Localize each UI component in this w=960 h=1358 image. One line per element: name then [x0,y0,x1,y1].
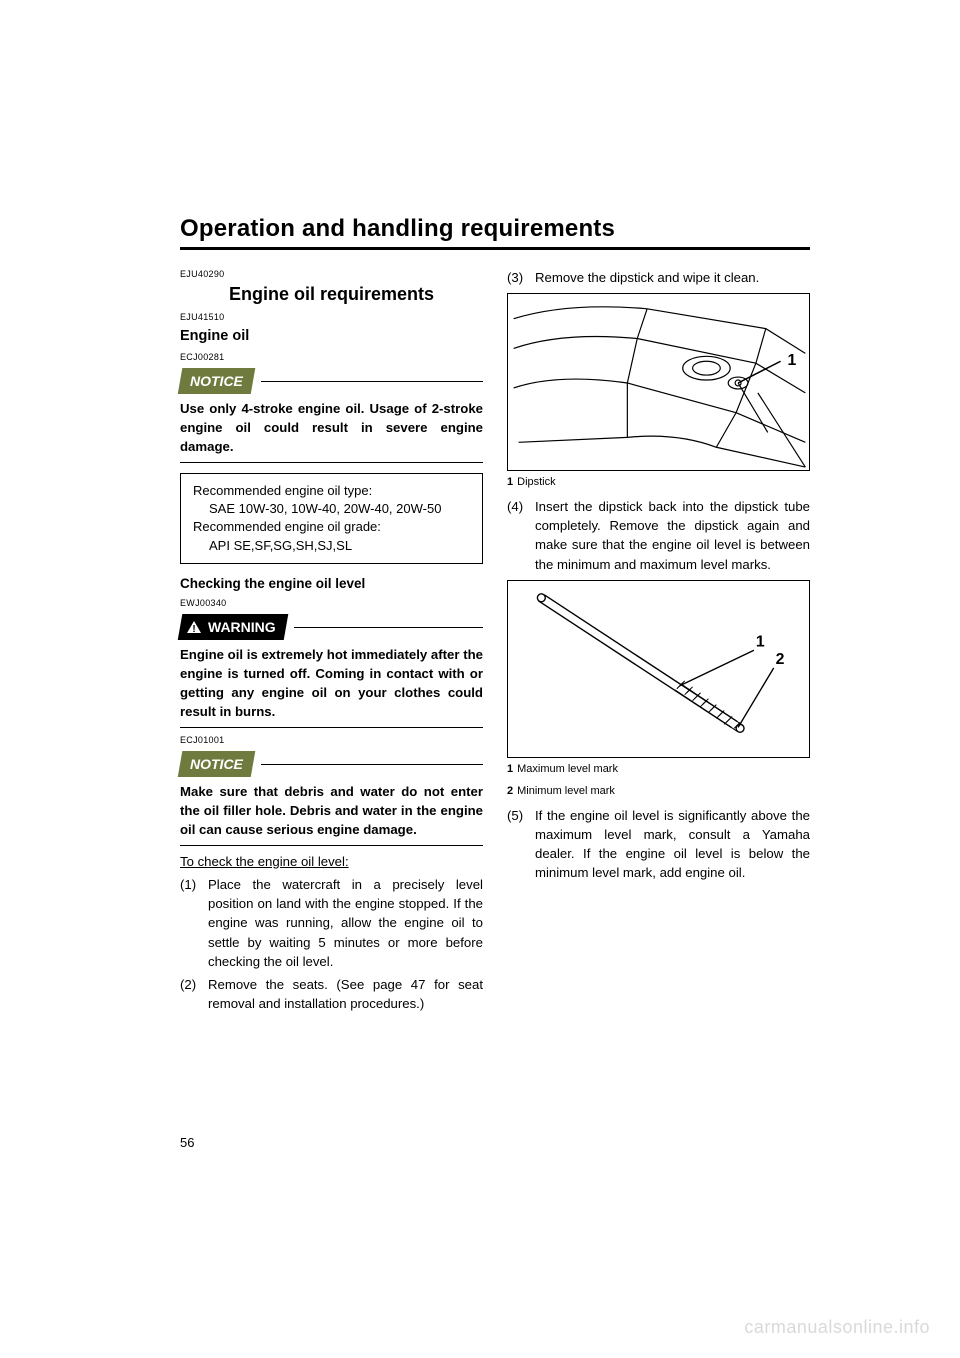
step-list: (4) Insert the dipstick back into the di… [507,497,810,574]
notice-badge: NOTICE [178,368,256,394]
divider [180,462,483,463]
step-item: (4) Insert the dipstick back into the di… [507,497,810,574]
callout-1: 1 [756,633,765,650]
right-column: (3) Remove the dipstick and wipe it clea… [507,264,810,1017]
left-column: EJU40290 Engine oil requirements EJU4151… [180,264,483,1017]
check-heading: Checking the engine oil level [180,574,483,594]
step-item: (1) Place the watercraft in a precisely … [180,875,483,971]
step-list: (3) Remove the dipstick and wipe it clea… [507,268,810,287]
ref-code: EJU40290 [180,268,483,281]
ref-code: ECJ00281 [180,351,483,364]
ref-code: EJU41510 [180,311,483,324]
notice-label-row: NOTICE [180,368,483,394]
step-item: (2) Remove the seats. (See page 47 for s… [180,975,483,1013]
step-text: Remove the seats. (See page 47 for seat … [208,975,483,1013]
step-text: Place the watercraft in a precisely leve… [208,875,483,971]
figure-caption: 1 Maximum level mark [507,762,810,778]
spec-value: SAE 10W-30, 10W-40, 20W-40, 20W-50 [193,500,470,518]
figure-caption: 2 Minimum level mark [507,784,810,800]
chapter-title: Operation and handling requirements [180,215,810,245]
label-rule [261,381,483,382]
dipstick-illustration: 1 [508,294,809,470]
label-rule [294,627,483,628]
warning-icon: ! [186,620,202,634]
ref-code: ECJ01001 [180,734,483,747]
step-item: (5) If the engine oil level is significa… [507,806,810,883]
step-text: If the engine oil level is significantly… [535,806,810,883]
spec-value: API SE,SF,SG,SH,SJ,SL [193,537,470,555]
procedure-intro: To check the engine oil level: [180,852,483,871]
step-list: (5) If the engine oil level is significa… [507,806,810,883]
caption-text: Minimum level mark [517,785,615,797]
step-text: Insert the dipstick back into the dipsti… [535,497,810,574]
callout-1: 1 [788,352,797,369]
section-title: Engine oil requirements [180,281,483,307]
warning-label-text: WARNING [208,617,276,637]
step-number: (1) [180,875,208,971]
callout-2: 2 [776,651,785,668]
divider [180,845,483,846]
spec-line: Recommended engine oil grade: [193,518,470,536]
caption-text: Maximum level mark [517,763,618,775]
notice-text: Make sure that debris and water do not e… [180,782,483,839]
ref-code: EWJ00340 [180,597,483,610]
subsection-title: Engine oil [180,326,483,347]
notice-label-row: NOTICE [180,751,483,777]
step-number: (5) [507,806,535,883]
caption-text: Dipstick [517,476,556,488]
svg-text:!: ! [192,624,195,634]
figure-dipstick-marks: 1 2 [507,580,810,758]
step-item: (3) Remove the dipstick and wipe it clea… [507,268,810,287]
spec-line: Recommended engine oil type: [193,482,470,500]
notice-label-text: NOTICE [190,371,243,391]
watermark: carmanualsonline.info [744,1317,930,1338]
page-number: 56 [180,1135,194,1150]
step-text: Remove the dipstick and wipe it clean. [535,268,810,287]
caption-number: 1 [507,476,513,488]
step-number: (4) [507,497,535,574]
label-rule [261,764,483,765]
two-column-layout: EJU40290 Engine oil requirements EJU4151… [180,264,810,1017]
figure-dipstick-location: 1 [507,293,810,471]
warning-text: Engine oil is extremely hot immediately … [180,645,483,722]
spec-box: Recommended engine oil type: SAE 10W-30,… [180,473,483,564]
warning-badge: ! WARNING [178,614,288,640]
title-rule [180,247,810,250]
notice-badge: NOTICE [178,751,256,777]
dipstick-marks-illustration: 1 2 [508,581,809,757]
divider [180,727,483,728]
caption-number: 2 [507,785,513,797]
step-list: (1) Place the watercraft in a precisely … [180,875,483,1013]
notice-text: Use only 4-stroke engine oil. Usage of 2… [180,399,483,456]
step-number: (3) [507,268,535,287]
step-number: (2) [180,975,208,1013]
notice-label-text: NOTICE [190,754,243,774]
caption-number: 1 [507,763,513,775]
page-content: Operation and handling requirements EJU4… [180,215,810,1017]
figure-caption: 1 Dipstick [507,475,810,491]
warning-label-row: ! WARNING [180,614,483,640]
